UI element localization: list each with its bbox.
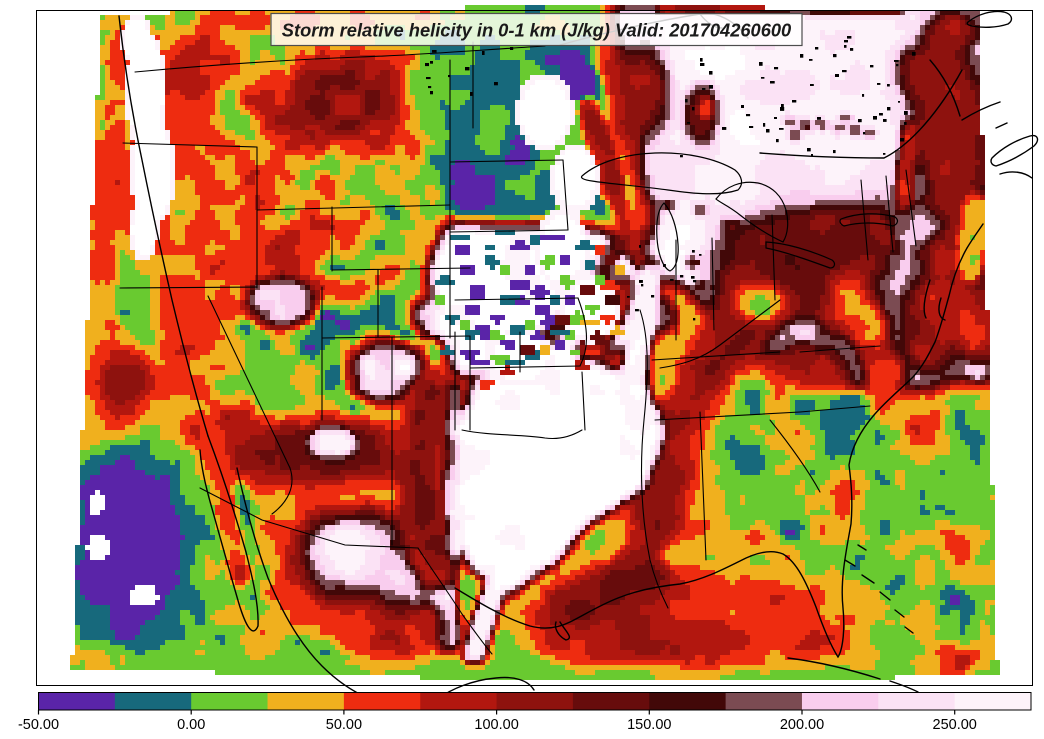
svg-text:-50.00: -50.00 — [18, 717, 59, 733]
svg-text:0.00: 0.00 — [177, 717, 205, 733]
svg-text:250.00: 250.00 — [933, 717, 977, 733]
svg-text:150.00: 150.00 — [627, 717, 671, 733]
svg-text:Storm relative helicity in 0-1: Storm relative helicity in 0-1 km (J/kg)… — [282, 20, 791, 41]
svg-text:200.00: 200.00 — [780, 717, 824, 733]
svg-text:100.00: 100.00 — [474, 717, 518, 733]
svg-text:50.00: 50.00 — [326, 717, 362, 733]
